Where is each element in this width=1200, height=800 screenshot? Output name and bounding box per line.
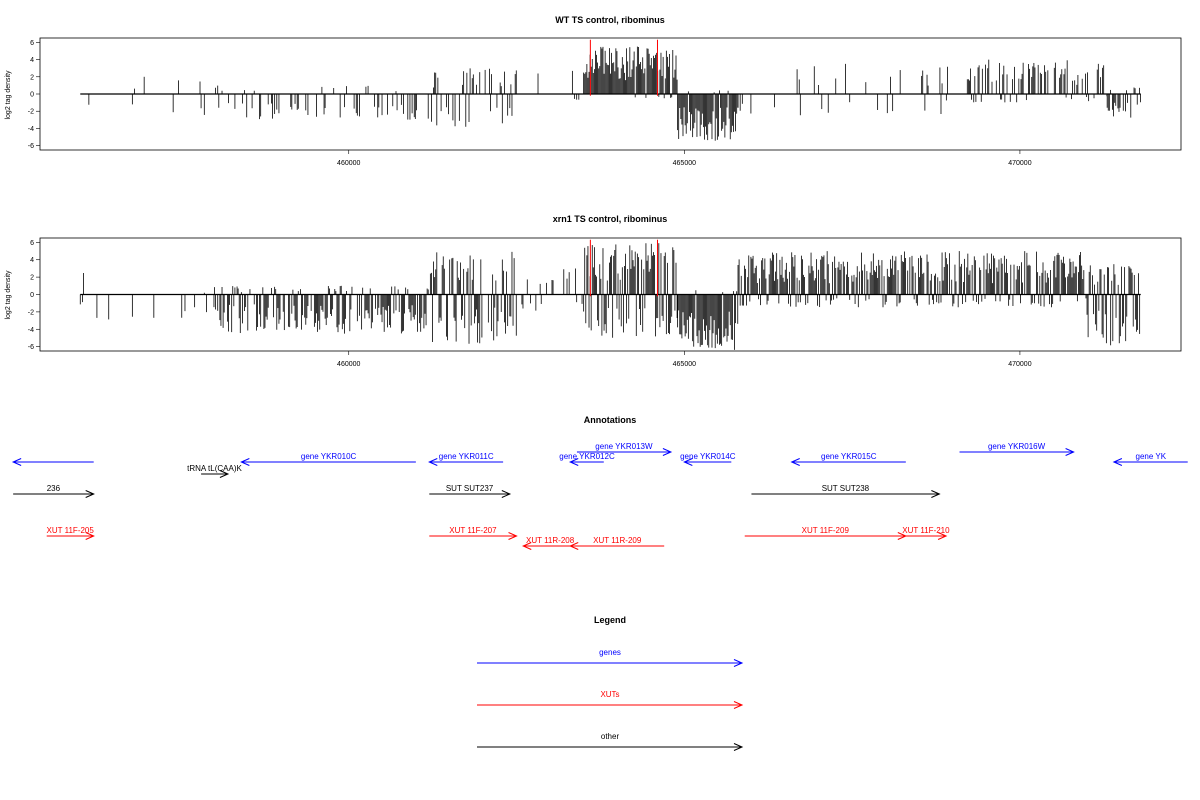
xrn1-x-axis: 460000 465000 470000 bbox=[337, 351, 1032, 368]
legend-label: genes bbox=[599, 648, 621, 657]
y-tick-label: 6 bbox=[30, 240, 34, 247]
legend-item-xuts: XUTs bbox=[477, 690, 744, 709]
annotations-title: Annotations bbox=[584, 415, 637, 425]
xrn1-bars bbox=[79, 243, 1141, 350]
y-tick-label: 4 bbox=[30, 257, 34, 264]
annotation-label: gene YKR010C bbox=[301, 452, 357, 461]
annotation-features: gene YKR010C gene YKR011C gene YKR012Cgene… bbox=[11, 442, 1188, 550]
annotations-track: Annotations gene YKR010C gene YKR011C gene… bbox=[11, 415, 1188, 550]
annotation-label: gene YKR013W bbox=[595, 442, 653, 451]
annotation-arrow: XUT 11F-205 bbox=[47, 526, 95, 540]
y-tick-label: 2 bbox=[30, 74, 34, 81]
y-tick-label: -2 bbox=[28, 309, 34, 316]
y-tick-label: -2 bbox=[28, 109, 34, 116]
xrn1-panel-title: xrn1 TS control, ribominus bbox=[553, 214, 668, 224]
y-tick-label: -4 bbox=[28, 126, 34, 133]
wt-y-axis: -6 -4 -2 0 2 4 6 bbox=[28, 40, 40, 150]
annotation-arrow: XUT 11F-209 bbox=[744, 526, 908, 540]
annotation-label: XUT 11R-208 bbox=[526, 536, 575, 545]
legend-title: Legend bbox=[594, 615, 626, 625]
annotation-label: gene YKR016W bbox=[988, 442, 1046, 451]
x-tick-label: 465000 bbox=[673, 361, 696, 368]
annotation-label: gene YKR015C bbox=[821, 452, 877, 461]
annotation-label: XUT 11R-209 bbox=[593, 536, 642, 545]
wt-highlight-lines bbox=[589, 39, 658, 96]
annotation-label: XUT 11F-205 bbox=[47, 526, 95, 535]
y-tick-label: 4 bbox=[30, 57, 34, 64]
y-tick-label: 0 bbox=[30, 292, 34, 299]
x-tick-label: 465000 bbox=[673, 160, 696, 167]
wt-panel-title: WT TS control, ribominus bbox=[555, 15, 665, 25]
xrn1-density-panel: xrn1 TS control, ribominus log2 tag dens… bbox=[5, 214, 1182, 368]
annotation-label: 236 bbox=[47, 484, 61, 493]
annotation-arrow: gene YKR010C bbox=[240, 452, 416, 466]
annotation-arrow: gene YKR015C bbox=[790, 452, 906, 466]
annotation-arrow: SUT SUT237 bbox=[429, 484, 512, 498]
x-tick-label: 470000 bbox=[1008, 160, 1031, 167]
annotation-label: gene YKR011C bbox=[439, 452, 494, 461]
legend-item-other: other bbox=[477, 732, 744, 751]
annotation-arrow: gene YKR013W bbox=[576, 442, 673, 456]
annotation-arrow: 236 bbox=[13, 484, 95, 498]
annotation-arrow bbox=[11, 458, 94, 466]
legend: Legend genes XUTs other bbox=[477, 615, 744, 751]
annotation-label: XUT 11F-209 bbox=[802, 526, 850, 535]
annotation-arrow: gene YKR016W bbox=[959, 442, 1075, 456]
x-tick-label: 470000 bbox=[1008, 361, 1031, 368]
legend-items: genes XUTs other bbox=[477, 648, 744, 751]
annotation-label: SUT SUT238 bbox=[822, 484, 870, 493]
wt-density-panel: WT TS control, ribominus log2 tag densit… bbox=[5, 15, 1182, 167]
annotation-arrow: gene YKR014C bbox=[680, 452, 736, 466]
x-tick-label: 460000 bbox=[337, 361, 360, 368]
annotation-arrow: gene YKR012C bbox=[559, 452, 615, 466]
annotation-label: SUT SUT237 bbox=[446, 484, 494, 493]
y-tick-label: -6 bbox=[28, 344, 34, 351]
legend-item-genes: genes bbox=[477, 648, 744, 667]
annotation-arrow: XUT 11F-207 bbox=[429, 526, 518, 540]
annotation-arrow: tRNA tL(CAA)K bbox=[187, 464, 243, 478]
y-tick-label: -4 bbox=[28, 327, 34, 334]
legend-label: XUTs bbox=[600, 690, 619, 699]
wt-y-axis-label: log2 tag density bbox=[5, 70, 12, 120]
xrn1-y-axis: -6 -4 -2 0 2 4 6 bbox=[28, 240, 40, 351]
x-tick-label: 460000 bbox=[337, 160, 360, 167]
annotation-label: XUT 11F-210 bbox=[902, 526, 950, 535]
annotation-arrow: SUT SUT238 bbox=[751, 484, 941, 498]
xrn1-highlight-lines bbox=[589, 239, 658, 297]
annotation-arrow: XUT 11F-210 bbox=[902, 526, 950, 540]
y-tick-label: 6 bbox=[30, 40, 34, 47]
annotation-label: tRNA tL(CAA)K bbox=[187, 464, 242, 473]
wt-bars bbox=[88, 46, 1141, 141]
annotation-arrow: gene YK bbox=[1112, 452, 1188, 466]
annotation-arrow: gene YKR011C bbox=[428, 452, 504, 466]
y-tick-label: 2 bbox=[30, 275, 34, 282]
legend-label: other bbox=[601, 732, 620, 741]
y-tick-label: 0 bbox=[30, 92, 34, 99]
annotation-label: XUT 11F-207 bbox=[449, 526, 497, 535]
annotation-label: gene YKR012C bbox=[559, 452, 615, 461]
annotation-arrow: XUT 11R-209 bbox=[568, 536, 665, 550]
annotation-label: gene YK bbox=[1136, 452, 1167, 461]
xrn1-y-axis-label: log2 tag density bbox=[5, 270, 12, 320]
y-tick-label: -6 bbox=[28, 143, 34, 150]
wt-x-axis: 460000 465000 470000 bbox=[337, 150, 1032, 167]
annotation-label: gene YKR014C bbox=[680, 452, 736, 461]
annotation-arrow: XUT 11R-208 bbox=[521, 536, 577, 550]
